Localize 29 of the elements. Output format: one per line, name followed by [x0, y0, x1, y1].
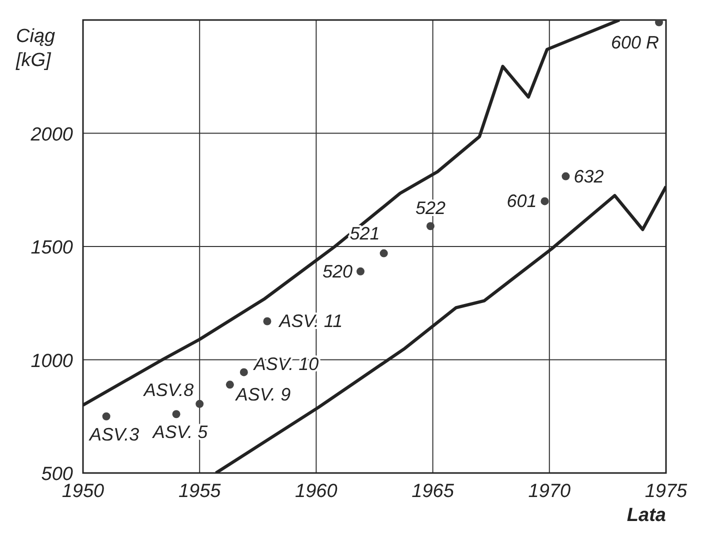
x-tick-label: 1975 [644, 481, 688, 502]
point [196, 400, 204, 408]
annotation: 600 R [610, 32, 660, 52]
point [172, 410, 180, 418]
point [356, 267, 365, 276]
y-tick-label: 2000 [30, 124, 74, 146]
x-axis-title: Lata [626, 505, 666, 526]
point [655, 20, 664, 26]
y-tick-label: 1000 [30, 350, 74, 372]
point [426, 222, 434, 230]
annotation: 632 [574, 166, 604, 186]
point [102, 412, 110, 420]
annotation: 601 [506, 191, 537, 212]
annotation: ASV.8 [142, 380, 194, 400]
y-tick-label: 1500 [30, 238, 74, 258]
point [263, 317, 272, 326]
annotation: 520 [322, 261, 353, 282]
point [562, 172, 570, 180]
point [240, 368, 248, 376]
x-tick-label: 1955 [178, 481, 222, 502]
point [380, 249, 388, 258]
x-tick-label: 1970 [528, 481, 571, 502]
point [226, 380, 234, 389]
x-tick-label: 1965 [412, 481, 454, 502]
annotation: ASV.3 [88, 424, 140, 444]
y-axis-title: Ciąg [kG] [15, 26, 56, 71]
point [540, 197, 549, 206]
x-tick-label: 1960 [295, 481, 338, 502]
annotation: ASV. 9 [234, 384, 291, 405]
